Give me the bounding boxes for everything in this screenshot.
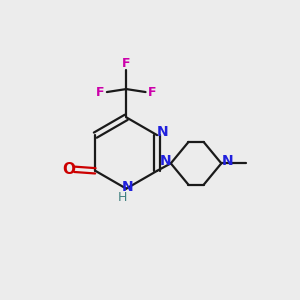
Text: F: F [96,85,105,98]
Text: F: F [148,85,156,98]
Text: N: N [122,180,134,194]
Text: N: N [222,154,234,168]
Text: H: H [118,191,127,204]
Text: N: N [160,154,171,168]
Text: N: N [156,125,168,139]
Text: F: F [122,57,130,70]
Text: O: O [62,162,75,177]
